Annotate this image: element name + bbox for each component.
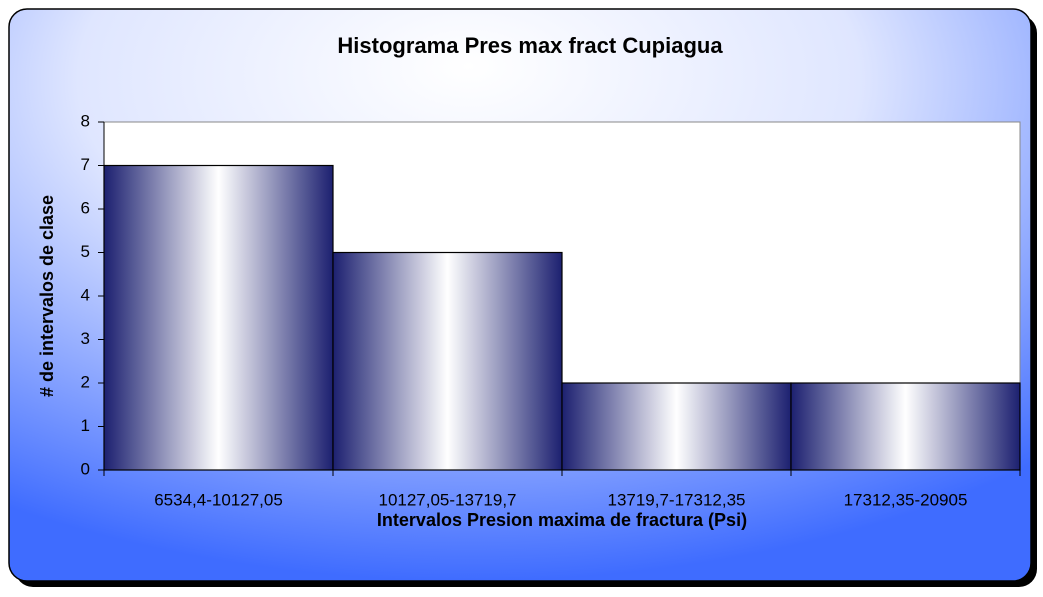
bar — [790, 382, 1021, 471]
y-axis-label: # de intervalos de clase — [37, 195, 57, 397]
x-tick-label: 10127,05-13719,7 — [378, 490, 516, 509]
y-tick-label: 7 — [81, 155, 90, 174]
x-tick-label: 6534,4-10127,05 — [154, 490, 283, 509]
x-tick-label: 13719,7-17312,35 — [607, 490, 745, 509]
x-tick-label: 17312,35-20905 — [844, 490, 968, 509]
bar — [561, 382, 792, 471]
y-tick-label: 3 — [81, 329, 90, 348]
y-tick-label: 5 — [81, 242, 90, 261]
chart-title: Histograma Pres max fract Cupiagua — [337, 33, 723, 58]
y-tick-label: 8 — [81, 111, 90, 130]
y-tick-label: 4 — [81, 285, 90, 304]
y-tick-label: 2 — [81, 372, 90, 391]
x-axis-label: Intervalos Presion maxima de fractura (P… — [377, 510, 747, 530]
y-tick-label: 1 — [81, 416, 90, 435]
bar — [103, 164, 334, 471]
y-tick-label: 0 — [81, 459, 90, 478]
bar — [332, 251, 563, 471]
y-tick-label: 6 — [81, 198, 90, 217]
